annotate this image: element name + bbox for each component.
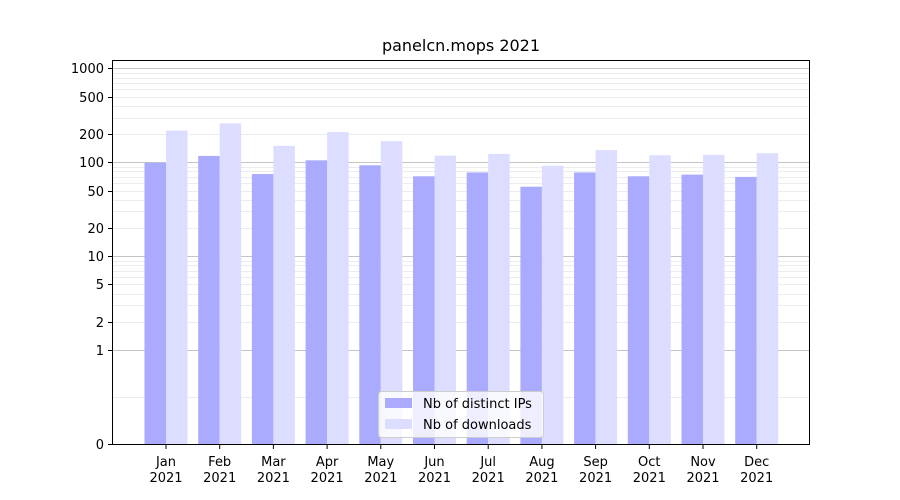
legend-box	[378, 391, 544, 438]
bar-downloads	[541, 165, 564, 445]
x-tick-label-year: 2021	[633, 471, 666, 486]
x-tick-label-year: 2021	[686, 471, 719, 486]
x-tick-label-month: Apr	[316, 455, 339, 470]
bar-distinct-ips	[144, 162, 166, 444]
x-tick-label-month: Jun	[423, 455, 444, 470]
bar-distinct-ips	[359, 165, 381, 444]
bar-distinct-ips	[681, 174, 703, 445]
x-tick-label-month: Jan	[155, 455, 176, 470]
x-tick-label-month: Jul	[479, 455, 496, 470]
bar-downloads	[327, 132, 349, 444]
x-tick-label-month: Sep	[583, 455, 608, 470]
bar-downloads	[703, 154, 725, 444]
x-tick-label-month: Aug	[529, 455, 554, 470]
y-tick-label: 200	[79, 128, 104, 143]
bar-distinct-ips	[466, 172, 489, 444]
y-axis: 0 1 2 5 10 20 50 100 200 500 1000	[71, 62, 113, 453]
bar-downloads	[166, 130, 188, 445]
bar-downloads	[595, 150, 618, 444]
x-tick-label-year: 2021	[203, 471, 236, 486]
bar-distinct-ips	[627, 176, 650, 444]
legend-swatch-distinct-ips	[385, 398, 412, 408]
x-tick-label-month: Dec	[744, 455, 769, 470]
bar-distinct-ips	[574, 172, 596, 444]
x-tick-label-year: 2021	[472, 471, 505, 486]
y-tick-label: 1000	[71, 62, 104, 77]
bar-distinct-ips	[413, 176, 435, 444]
y-tick-label: 10	[87, 250, 104, 265]
x-tick-label-month: May	[367, 455, 394, 470]
y-tick-label: 0	[96, 438, 104, 453]
plot-frame	[112, 60, 810, 445]
bar-distinct-ips	[198, 155, 220, 444]
x-tick-label-year: 2021	[149, 471, 182, 486]
y-tick-label: 5	[96, 278, 104, 293]
legend-label-distinct-ips: Nb of distinct IPs	[423, 397, 532, 412]
bar-distinct-ips	[251, 174, 274, 444]
y-tick-label: 50	[87, 185, 104, 200]
bar-distinct-ips	[305, 160, 328, 444]
x-tick-label-year: 2021	[257, 471, 290, 486]
legend: Nb of distinct IPs Nb of downloads	[378, 391, 544, 438]
y-tick-label: 20	[87, 222, 104, 237]
bar-downloads	[756, 153, 779, 444]
y-tick-label: 500	[79, 91, 104, 106]
x-tick-label-year: 2021	[364, 471, 397, 486]
bar-downloads	[273, 145, 295, 445]
y-tick-label: 100	[79, 156, 104, 171]
bar-distinct-ips	[520, 186, 542, 444]
legend-swatch-downloads	[385, 419, 412, 429]
bar-downloads	[649, 155, 671, 445]
x-tick-label-year: 2021	[418, 471, 451, 486]
y-tick-label: 2	[96, 316, 104, 331]
x-axis: Jan2021Feb2021Mar2021Apr2021May2021Jun20…	[149, 444, 773, 486]
legend-label-downloads: Nb of downloads	[423, 418, 532, 433]
x-tick-label-year: 2021	[311, 471, 344, 486]
x-tick-label-year: 2021	[579, 471, 612, 486]
y-tick-label: 1	[96, 344, 104, 359]
bar-downloads	[488, 153, 510, 444]
x-tick-label-month: Nov	[690, 455, 716, 470]
bar-downloads	[380, 141, 403, 445]
bar-distinct-ips	[735, 176, 757, 444]
bar-downloads	[434, 155, 456, 444]
x-tick-label-year: 2021	[740, 471, 773, 486]
x-tick-label-month: Feb	[208, 455, 231, 470]
x-tick-label-month: Mar	[261, 455, 286, 470]
chart-title: panelcn.mops 2021	[382, 36, 540, 55]
x-tick-label-month: Oct	[638, 455, 660, 470]
bars	[144, 123, 779, 445]
x-tick-label-year: 2021	[525, 471, 558, 486]
bar-downloads	[219, 123, 242, 444]
